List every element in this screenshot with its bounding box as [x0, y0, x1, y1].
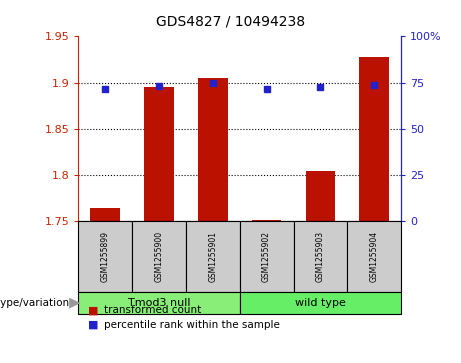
Text: Tmod3 null: Tmod3 null	[128, 298, 190, 308]
Text: genotype/variation: genotype/variation	[0, 298, 69, 308]
Text: GSM1255902: GSM1255902	[262, 231, 271, 282]
Bar	[144, 87, 174, 221]
Text: GSM1255904: GSM1255904	[370, 231, 378, 282]
Bar	[360, 57, 389, 221]
Polygon shape	[69, 298, 81, 309]
Bar	[198, 78, 228, 221]
Bar	[186, 221, 240, 292]
Bar	[78, 292, 240, 314]
Text: ■: ■	[88, 305, 98, 315]
Bar	[78, 221, 132, 292]
Text: GSM1255900: GSM1255900	[154, 231, 164, 282]
Bar	[294, 221, 347, 292]
Text: percentile rank within the sample: percentile rank within the sample	[104, 320, 280, 330]
Text: transformed count: transformed count	[104, 305, 201, 315]
Bar	[240, 221, 294, 292]
Text: wild type: wild type	[295, 298, 346, 308]
Text: GSM1255903: GSM1255903	[316, 231, 325, 282]
Text: ■: ■	[88, 320, 98, 330]
Bar	[132, 221, 186, 292]
Bar	[252, 220, 281, 221]
Bar	[90, 208, 120, 221]
Text: GDS4827 / 10494238: GDS4827 / 10494238	[156, 15, 305, 29]
Text: GSM1255899: GSM1255899	[101, 231, 110, 282]
Bar	[347, 221, 401, 292]
Text: GSM1255901: GSM1255901	[208, 231, 217, 282]
Bar	[240, 292, 401, 314]
Bar	[306, 171, 335, 221]
